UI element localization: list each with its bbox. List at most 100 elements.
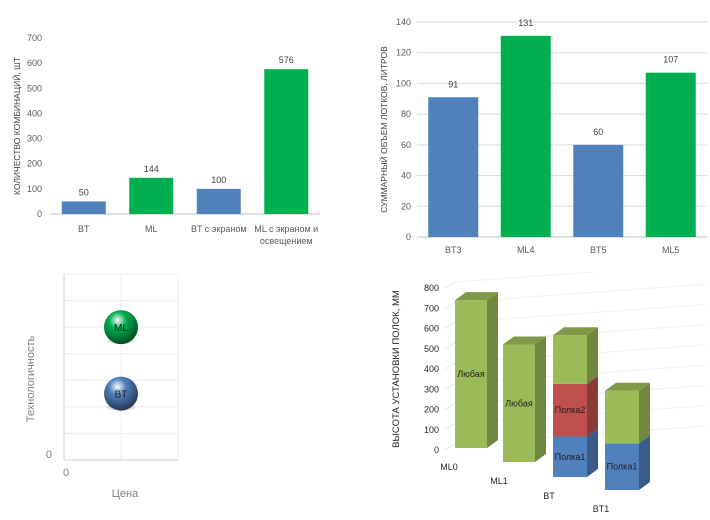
bar-top-ML0 <box>455 292 498 301</box>
bar-BT <box>61 201 106 214</box>
x-category-label: ML с экраном и <box>254 224 318 234</box>
bar-side-BT1 <box>639 435 650 490</box>
y-tick-label: 600 <box>424 324 439 334</box>
y-tick-label: 40 <box>401 171 411 181</box>
y-tick-label: 400 <box>27 108 42 118</box>
y-axis-title: Технологичность <box>25 336 37 423</box>
data-label: 50 <box>79 187 89 197</box>
segment-label: Полка1 <box>607 462 638 472</box>
y-tick-label: 400 <box>424 364 439 374</box>
bar-ML5 <box>645 72 696 237</box>
gridline <box>444 281 456 289</box>
data-label: 60 <box>593 127 603 137</box>
bar-top-BT <box>553 327 598 336</box>
bar-segment-BT1 <box>605 443 639 490</box>
x-category-label: BT3 <box>445 245 462 255</box>
chart-combinations: 0 100 200 300 400 500 600 700 50 BT 144 ML 100 BT с э… <box>11 33 320 246</box>
x-category-label: BT <box>543 491 555 501</box>
segment-label: Полка2 <box>555 405 586 415</box>
data-label: 144 <box>144 164 159 174</box>
bar-ML с экраном и освещением <box>264 69 309 214</box>
gridline <box>444 382 456 390</box>
y-tick-label: 500 <box>424 344 439 354</box>
y-tick-label: 200 <box>424 405 439 415</box>
chart-tray-volume: 0 20 40 60 80 100 120 140 91 BT3 131 ML4 60 BT5 107 ML5… <box>378 17 707 255</box>
segment-label: Любая <box>457 369 485 379</box>
gridline <box>444 443 456 451</box>
x-category-label: BT1 <box>593 504 610 514</box>
x-category-label: ML0 <box>440 462 458 472</box>
bubble-label: ML <box>114 323 128 334</box>
y-axis-title: ВЫСОТА УСТАНОВКИ ПОЛОК, ММ <box>391 290 402 448</box>
chart-bubble-positioning: 00 ML BT Цена Технологичность <box>25 273 179 500</box>
data-label: 131 <box>518 18 533 28</box>
x-category-label: ML4 <box>517 245 535 255</box>
bubble-ML <box>104 310 138 345</box>
x-axis-title: Цена <box>112 488 139 500</box>
x-category-label: BT <box>78 224 90 234</box>
y-zero-label: 0 <box>46 449 52 461</box>
bar-ML4 <box>500 35 551 238</box>
y-tick-label: 20 <box>401 201 411 211</box>
segment-label: Полка1 <box>555 452 586 462</box>
y-tick-label: 80 <box>401 109 411 119</box>
y-tick-label: 300 <box>424 384 439 394</box>
segment-label: Любая <box>505 398 533 408</box>
bubble-BT <box>104 376 138 411</box>
bar-side-ML1 <box>535 336 546 462</box>
bar-side-BT <box>587 428 598 477</box>
bar-BT5 <box>573 144 624 237</box>
y-tick-label: 700 <box>27 33 42 43</box>
bar-side-BT1 <box>639 382 650 444</box>
y-axis-title: КОЛИЧЕСТВО КОМБИНАЦИЙ, ШТ <box>11 57 22 195</box>
x-category-label: освещением <box>260 236 313 246</box>
bar-segment-BT <box>553 383 587 437</box>
bar-top-ML1 <box>503 336 546 345</box>
bar-side-ML0 <box>487 292 498 448</box>
y-tick-label: 0 <box>406 232 411 242</box>
x-zero-label: 0 <box>63 467 69 479</box>
data-label: 91 <box>448 79 458 89</box>
y-tick-label: 800 <box>424 283 439 293</box>
data-label: 576 <box>279 55 294 65</box>
bar-segment-BT <box>553 436 587 477</box>
y-tick-label: 100 <box>27 184 42 194</box>
x-category-label: ML1 <box>490 476 508 486</box>
bar-segment-ML0 <box>455 300 487 448</box>
bar-top-BT1 <box>605 382 650 391</box>
y-tick-label: 500 <box>27 83 42 93</box>
x-category-label: ML <box>145 224 158 234</box>
y-tick-label: 600 <box>27 58 42 68</box>
x-category-label: ML5 <box>662 245 680 255</box>
y-tick-label: 100 <box>424 425 439 435</box>
gridline <box>444 301 456 309</box>
y-tick-label: 60 <box>401 140 411 150</box>
y-tick-label: 140 <box>396 17 411 27</box>
bar-segment-BT <box>553 335 587 384</box>
bar-BT3 <box>428 97 479 237</box>
chart-shelf-height: 0 100 200 300 400 500 600 700 800 Любая ML0 Любая ML… <box>391 272 706 514</box>
y-tick-label: 0 <box>434 445 439 455</box>
gridline <box>444 342 456 350</box>
data-label: 100 <box>211 175 226 185</box>
bar-side-BT <box>587 375 598 437</box>
y-tick-label: 120 <box>396 48 411 58</box>
y-axis-title: СУММАРНЫЙ ОБЪЕМ ЛОТКОВ, ЛИТРОВ <box>378 46 389 213</box>
x-category-label: BT5 <box>590 245 607 255</box>
y-tick-label: 300 <box>27 134 42 144</box>
bar-ML <box>129 177 174 214</box>
y-tick-label: 700 <box>424 303 439 313</box>
data-label: 107 <box>663 55 678 65</box>
bubble-label: BT <box>115 390 128 401</box>
bar-segment-ML1 <box>503 344 535 462</box>
bar-segment-BT1 <box>605 390 639 444</box>
gridline <box>444 322 456 329</box>
y-tick-label: 100 <box>396 78 411 88</box>
y-tick-label: 0 <box>37 209 42 219</box>
gridline <box>444 362 456 370</box>
bar-BT с экраном <box>196 188 241 214</box>
gridline <box>454 272 601 283</box>
gridline <box>444 423 456 431</box>
bar-side-BT <box>587 327 598 384</box>
y-tick-label: 200 <box>27 159 42 169</box>
